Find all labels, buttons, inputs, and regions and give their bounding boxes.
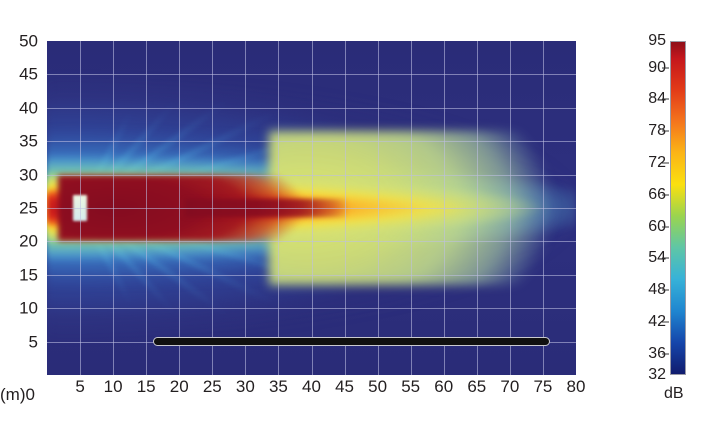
x-axis-tick-label: 40	[302, 377, 321, 396]
colorbar-gradient	[670, 41, 686, 375]
colorbar-tick-label: 84	[648, 90, 666, 108]
x-axis-tick-label: 65	[467, 377, 487, 396]
x-axis-tick-label: 25	[202, 377, 222, 396]
heatmap-plot-area	[47, 41, 576, 375]
colorbar-tick-label: 42	[648, 312, 666, 330]
colorbar-tick-mark	[662, 321, 669, 323]
colorbar-tick-mark	[662, 257, 669, 259]
x-axis-tick-label: 80	[566, 377, 586, 396]
x-axis-tick-label: 35	[268, 377, 288, 396]
colorbar-tick-label: 78	[648, 122, 666, 140]
y-axis-tick-label: 40	[19, 98, 38, 118]
colorbar-tick-label: 48	[648, 281, 666, 299]
y-axis-tick-label: 45	[19, 64, 38, 84]
colorbar-tick-mark	[662, 130, 669, 132]
x-axis-tick-label: 60	[434, 377, 454, 396]
colorbar-tick-mark	[662, 194, 669, 196]
y-axis-tick-label: 10	[19, 298, 38, 318]
colorbar-tick-label: 54	[648, 249, 666, 267]
colorbar-tick-mark	[662, 289, 669, 291]
colorbar-tick-mark	[662, 98, 669, 100]
colorbar-tick-mark	[662, 353, 669, 355]
y-axis-tick-label: 30	[19, 165, 38, 185]
colorbar-tick-label: 95	[648, 32, 666, 49]
x-axis-tick-label: 70	[500, 377, 520, 396]
y-axis-origin-label: (m)0	[0, 385, 35, 404]
colorbar-tick-label: 66	[648, 185, 666, 203]
x-axis-tick-label: 10	[103, 377, 123, 396]
x-axis-tick-label: 75	[533, 377, 553, 396]
y-axis-tick-label: 25	[19, 198, 38, 218]
y-axis-tick-label: 50	[19, 31, 38, 51]
x-axis-tick-label: 45	[335, 377, 355, 396]
colorbar-tick-label: 60	[648, 217, 666, 235]
colorbar-tick-mark	[662, 67, 669, 68]
barrier-bar	[152, 336, 550, 346]
x-axis: 5 10 15 20 25 30 35 40 45 50 55 60 65 70 75 80	[47, 377, 585, 404]
colorbar-tick-label: 90	[648, 58, 666, 76]
x-axis-tick-label: 50	[368, 377, 388, 396]
colorbar-tick-mark	[662, 162, 669, 164]
y-axis: 5 10 15 20 25 30 35 40 45 50	[0, 32, 42, 392]
colorbar-tick-mark	[662, 226, 669, 228]
y-axis-tick-label: 35	[19, 131, 38, 151]
colorbar-group: dB 95 90 84 78 72 66 60 54 48 42 36 32	[634, 33, 696, 402]
hot-core-filament	[184, 198, 349, 218]
y-axis-tick-label: 20	[19, 231, 38, 251]
x-axis-tick-label: 15	[136, 377, 156, 396]
x-axis-tick-label: 55	[401, 377, 421, 396]
colorbar-tick-label: 36	[648, 344, 666, 362]
x-axis-tick-label: 5	[75, 377, 85, 396]
y-axis-tick-label: 5	[28, 332, 38, 352]
colorbar-tick-label: 72	[648, 153, 666, 171]
y-axis-tick-label: 15	[19, 265, 38, 285]
colorbar-unit-label: dB	[664, 385, 684, 402]
field-layers	[47, 41, 576, 375]
colorbar-tick-label: 32	[648, 366, 666, 383]
source-marker	[73, 194, 87, 222]
x-axis-tick-label: 30	[235, 377, 255, 396]
x-axis-tick-label: 20	[169, 377, 189, 396]
